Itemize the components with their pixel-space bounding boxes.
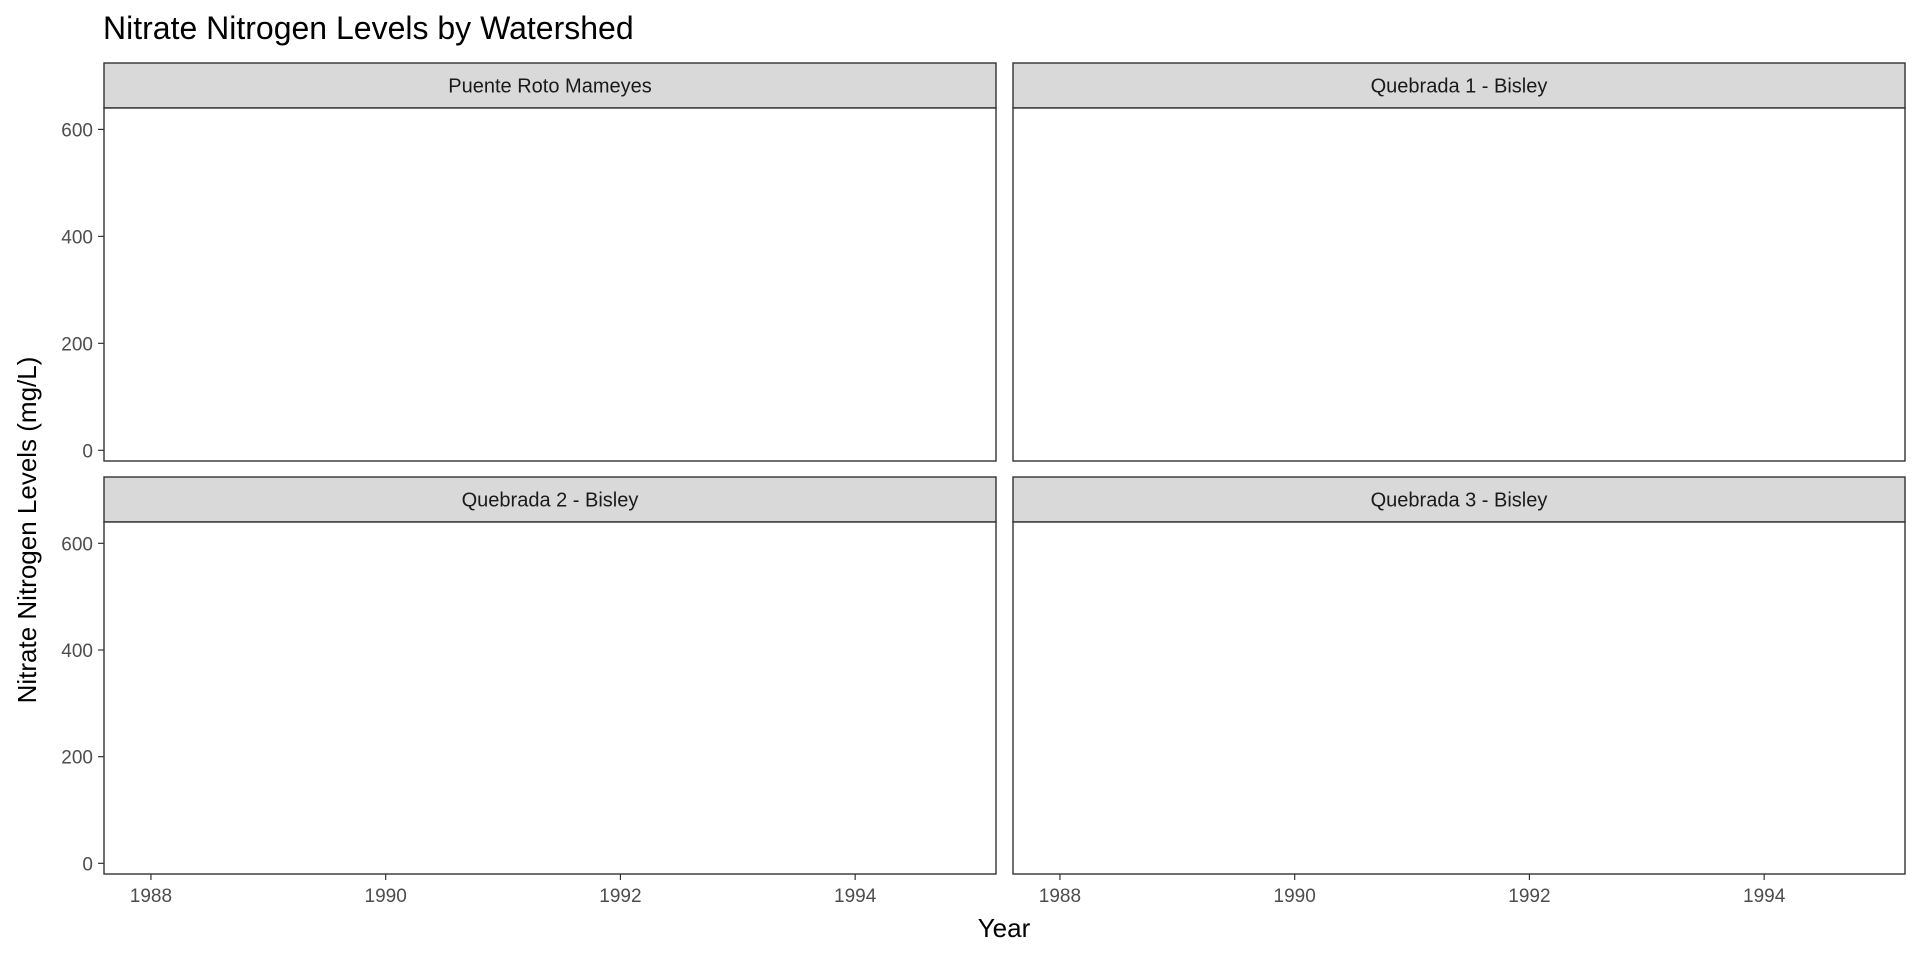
facet-strip-label: Quebrada 3 - Bisley xyxy=(1371,490,1548,512)
panel-border xyxy=(1012,107,1906,462)
y-tick-label: 200 xyxy=(61,748,93,769)
x-tick-label: 1988 xyxy=(1039,886,1081,907)
facet-strip-label: Quebrada 2 - Bisley xyxy=(462,490,639,512)
y-tick-label: 0 xyxy=(82,441,93,462)
facet-strip-label: Quebrada 1 - Bisley xyxy=(1371,76,1548,98)
facet-puente-roto-mameyes: Puente Roto Mameyes 0 200 400 600 xyxy=(61,62,997,462)
x-tick-label: 1994 xyxy=(834,886,877,907)
x-tick-label: 1990 xyxy=(365,886,407,907)
x-axis-title: Year xyxy=(978,913,1031,943)
x-tick-label: 1992 xyxy=(599,886,641,907)
facet-strip-label: Puente Roto Mameyes xyxy=(448,76,651,98)
panel-border xyxy=(103,107,997,462)
y-tick-label: 400 xyxy=(61,227,93,248)
y-axis-title: Nitrate Nitrogen Levels (mg/L) xyxy=(12,357,42,704)
y-tick-label: 200 xyxy=(61,334,93,355)
facet-strip xyxy=(103,62,997,109)
x-tick-label: 1994 xyxy=(1743,886,1786,907)
facet-strip xyxy=(1012,476,1906,523)
y-tick-label: 600 xyxy=(61,534,93,555)
facet-strip xyxy=(103,476,997,523)
panel-border xyxy=(103,521,997,875)
y-tick-label: 600 xyxy=(61,120,93,141)
y-tick-label: 400 xyxy=(61,641,93,662)
panel-border xyxy=(1012,521,1906,875)
facet-quebrada-3-bisley: Quebrada 3 - Bisley 1988 1990 1992 1994 xyxy=(1012,476,1906,907)
x-tick-label: 1990 xyxy=(1274,886,1316,907)
facet-quebrada-1-bisley: Quebrada 1 - Bisley xyxy=(1012,62,1906,462)
x-tick-label: 1992 xyxy=(1508,886,1550,907)
y-tick-label: 0 xyxy=(82,854,93,875)
facet-quebrada-2-bisley: Quebrada 2 - Bisley 0 200 400 600 1988 1990 199… xyxy=(61,476,997,907)
x-tick-label: 1988 xyxy=(130,886,172,907)
chart-title: Nitrate Nitrogen Levels by Watershed xyxy=(103,10,634,46)
facet-panels: Puente Roto Mameyes 0 200 400 600 Quebrada 1 … xyxy=(61,62,1906,907)
